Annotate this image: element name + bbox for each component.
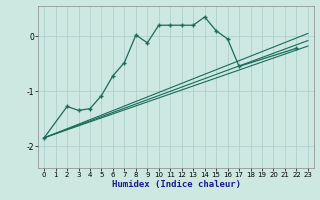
X-axis label: Humidex (Indice chaleur): Humidex (Indice chaleur) [111, 180, 241, 189]
